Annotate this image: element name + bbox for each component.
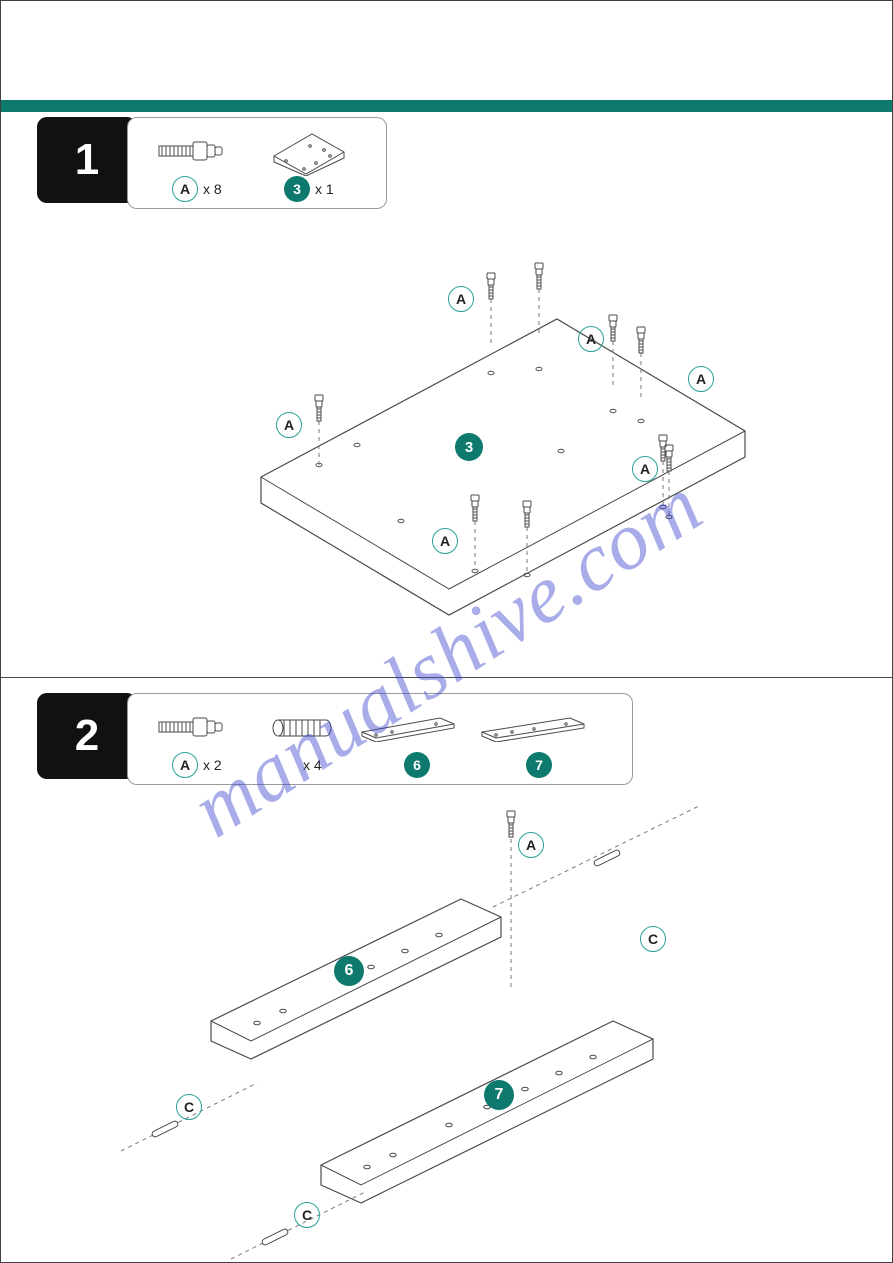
diagram-label-fill: 7 bbox=[484, 1080, 514, 1110]
diagram-label-open: C bbox=[640, 926, 666, 952]
diagram-label-fill: 6 bbox=[334, 956, 364, 986]
page: 1 A x 8 3 x 1 3AAAAAA bbox=[0, 0, 893, 1263]
diagram-label-open: C bbox=[294, 1202, 320, 1228]
diagram-label-open: C bbox=[176, 1094, 202, 1120]
assembly-diagram-step2 bbox=[1, 1, 893, 1263]
diagram-label-open: A bbox=[518, 832, 544, 858]
